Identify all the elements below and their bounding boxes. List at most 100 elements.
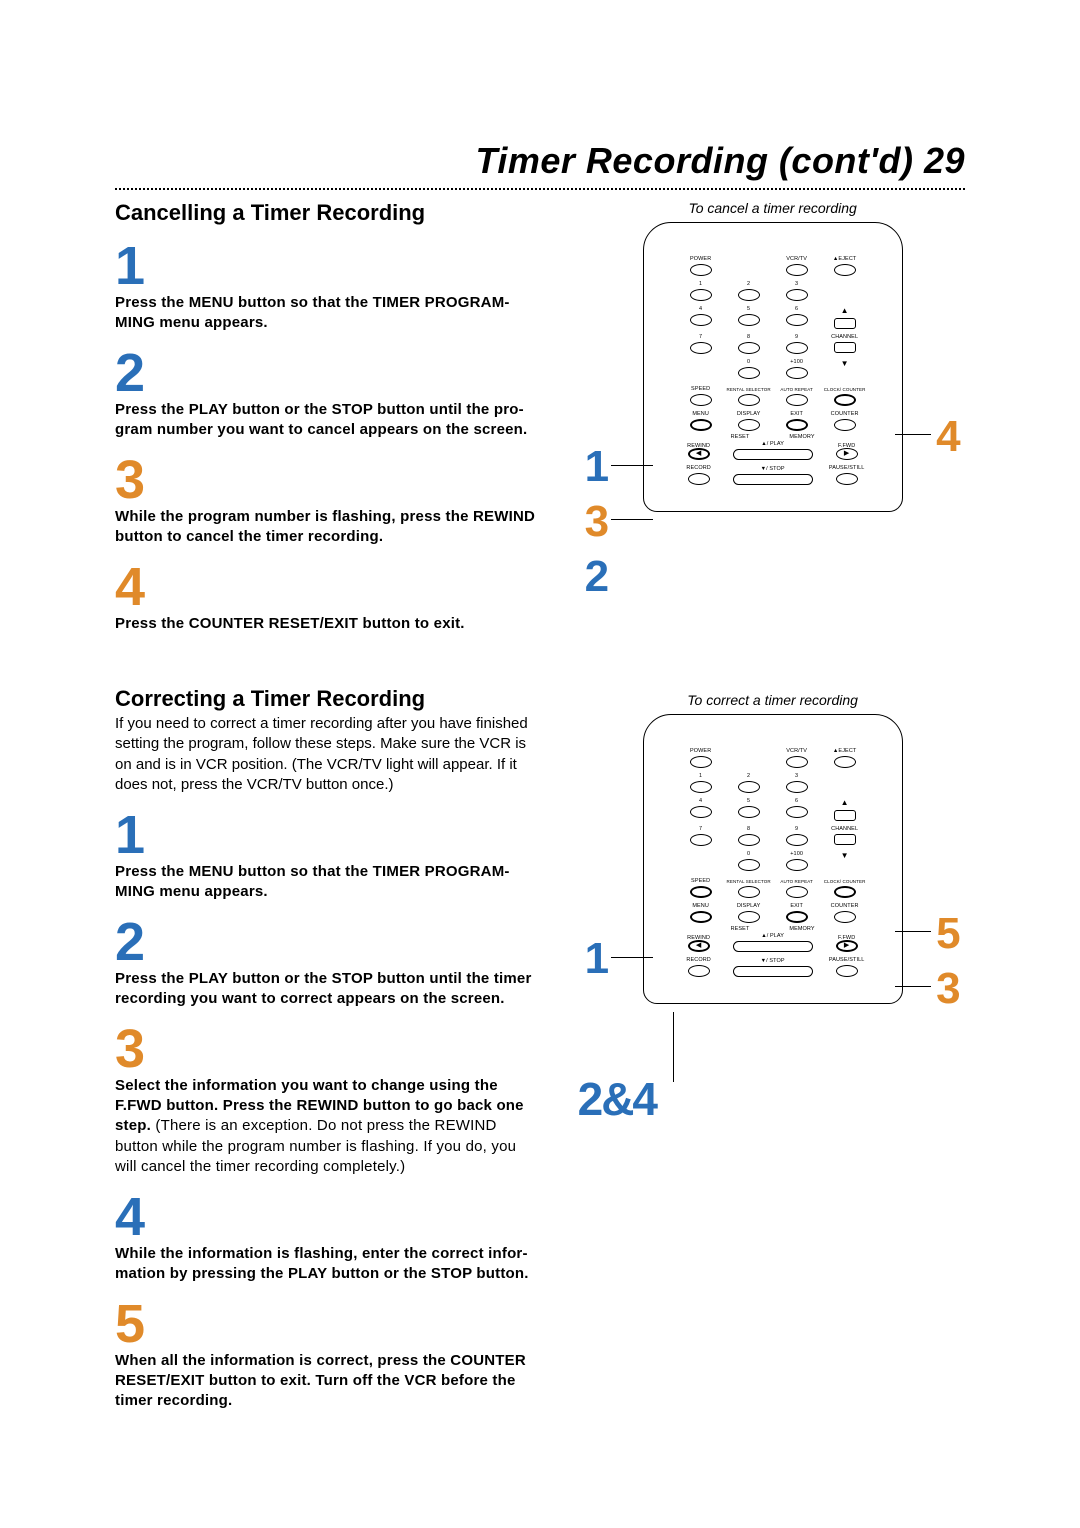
btn-label: RESET — [731, 925, 750, 932]
btn-label: 1 — [684, 280, 718, 287]
btn-label: 3 — [780, 772, 814, 779]
btn-label: EXIT — [780, 410, 814, 417]
btn-label: ▲EJECT — [828, 747, 862, 754]
auto-button — [786, 886, 808, 898]
left-column: Cancelling a Timer Recording 1 Press the… — [115, 200, 540, 1412]
btn-label: MENU — [684, 410, 718, 417]
btn-label: 0 — [732, 850, 766, 857]
power-button — [690, 264, 712, 276]
step-number-4: 4 — [115, 563, 540, 612]
step-text: Select the information you want to chang… — [115, 1076, 540, 1177]
num-button — [690, 781, 712, 793]
btn-label: RENTAL SELECTOR — [732, 877, 766, 884]
btn-label: COUNTER — [828, 902, 862, 909]
step-number-1: 1 — [115, 242, 540, 291]
cancel-heading: Cancelling a Timer Recording — [115, 200, 540, 226]
btn-label: 0 — [732, 358, 766, 365]
menu-button — [690, 911, 712, 923]
btn-label: VCR/TV — [780, 255, 814, 262]
step-sub: (There is an exception. Do not press the… — [115, 1117, 516, 1175]
step-number-4b: 4 — [115, 1193, 540, 1242]
num-button — [786, 289, 808, 301]
btn-label: 7 — [684, 333, 718, 340]
exit-button — [786, 419, 808, 431]
counter-button — [834, 911, 856, 923]
btn-label: REWIND — [682, 442, 716, 449]
num-button — [738, 342, 760, 354]
btn-label: MEMORY — [789, 925, 814, 932]
right-column: To cancel a timer recording POWER VCR/TV… — [580, 200, 965, 1412]
auto-button — [786, 394, 808, 406]
num-button — [690, 342, 712, 354]
eject-button — [834, 756, 856, 768]
btn-label: 2 — [732, 280, 766, 287]
callout-line — [895, 986, 931, 987]
btn-label: 9 — [780, 333, 814, 340]
step-number-3: 3 — [115, 456, 540, 505]
btn-label: SPEED — [684, 877, 718, 884]
num-button — [738, 806, 760, 818]
btn-label: MEMORY — [789, 433, 814, 440]
btn-label: CLOCK/ COUNTER — [828, 385, 862, 392]
btn-label: 8 — [732, 825, 766, 832]
btn-label: AUTO REPEAT — [780, 877, 814, 884]
step-text: While the program number is flashing, pr… — [115, 507, 540, 548]
num-button — [738, 859, 760, 871]
num-button — [738, 314, 760, 326]
display-button — [738, 419, 760, 431]
speed-button — [690, 394, 712, 406]
arrow-down-icon — [828, 850, 862, 861]
btn-label: POWER — [684, 747, 718, 754]
btn-label: 8 — [732, 333, 766, 340]
speed-button — [690, 886, 712, 898]
step-number-3b: 3 — [115, 1025, 540, 1074]
btn-label: F.FWD — [830, 442, 864, 449]
ch-dn-button — [834, 342, 856, 353]
ch-up-button — [834, 318, 856, 329]
num-button — [738, 834, 760, 846]
btn-label: RESET — [731, 433, 750, 440]
btn-label: F.FWD — [830, 934, 864, 941]
btn-label: 3 — [780, 280, 814, 287]
btn-label: 9 — [780, 825, 814, 832]
figure-caption: To cancel a timer recording — [580, 200, 965, 216]
callout-1: 1 — [585, 934, 607, 984]
callout-line — [895, 931, 931, 932]
exit-button — [786, 911, 808, 923]
num-button — [738, 289, 760, 301]
callout-5: 5 — [936, 909, 958, 959]
arrow-down-icon — [828, 358, 862, 369]
callout-line — [611, 465, 653, 466]
step-text: Press the MENU button so that the TIMER … — [115, 862, 540, 903]
callout-3: 3 — [585, 497, 607, 547]
btn-label: CHANNEL — [828, 333, 862, 340]
counter-button — [834, 419, 856, 431]
btn-label: +100 — [780, 850, 814, 857]
stop-button — [733, 966, 813, 977]
arrow-up-icon — [828, 305, 862, 316]
btn-label: VCR/TV — [780, 747, 814, 754]
callout-line — [611, 957, 653, 958]
btn-label: CHANNEL — [828, 825, 862, 832]
num-button — [786, 781, 808, 793]
num-button — [690, 289, 712, 301]
rental-button — [738, 886, 760, 898]
main-columns: Cancelling a Timer Recording 1 Press the… — [115, 200, 965, 1412]
btn-label: 4 — [684, 797, 718, 804]
display-button — [738, 911, 760, 923]
callout-line — [895, 434, 931, 435]
btn-label: 4 — [684, 305, 718, 312]
rental-button — [738, 394, 760, 406]
btn-label: CLOCK/ COUNTER — [828, 877, 862, 884]
divider — [115, 188, 965, 190]
num-button — [738, 367, 760, 379]
power-button — [690, 756, 712, 768]
intro-text: If you need to correct a timer recording… — [115, 714, 540, 795]
btn-label: 6 — [780, 797, 814, 804]
page-title: Timer Recording (cont'd) 29 — [115, 140, 965, 182]
num-button — [786, 859, 808, 871]
btn-label: 5 — [732, 305, 766, 312]
btn-label: ▲/ PLAY — [730, 932, 816, 939]
num-button — [786, 806, 808, 818]
callout-2-4: 2&4 — [578, 1072, 656, 1126]
